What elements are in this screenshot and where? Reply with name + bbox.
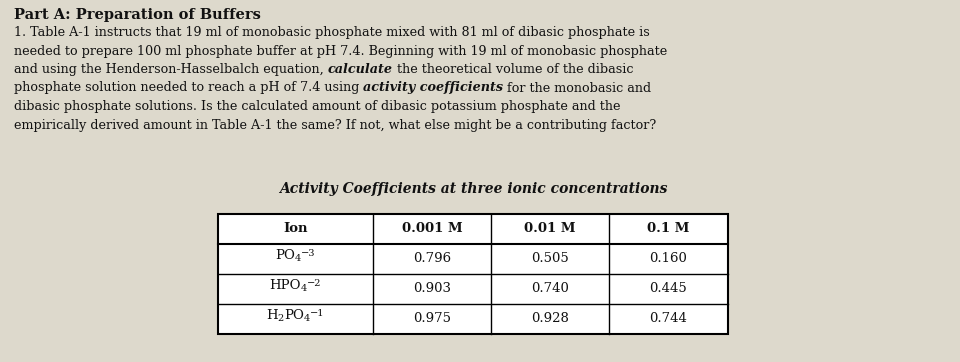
Text: Activity Coefficients at three ionic concentrations: Activity Coefficients at three ionic con… — [278, 182, 667, 196]
Text: 0.160: 0.160 — [649, 253, 687, 265]
Text: phosphate solution needed to reach a pH of 7.4 using: phosphate solution needed to reach a pH … — [14, 81, 364, 94]
Text: 0.744: 0.744 — [649, 312, 687, 325]
Text: calculate: calculate — [327, 63, 393, 76]
Text: Part A: Preparation of Buffers: Part A: Preparation of Buffers — [14, 8, 261, 22]
Text: 4: 4 — [300, 285, 307, 293]
Text: dibasic phosphate solutions. Is the calculated amount of dibasic potassium phosp: dibasic phosphate solutions. Is the calc… — [14, 100, 620, 113]
Text: 0.928: 0.928 — [531, 312, 569, 325]
Text: 2: 2 — [277, 314, 284, 323]
Text: PO: PO — [284, 309, 304, 322]
Text: 0.01 M: 0.01 M — [524, 223, 576, 236]
Text: and using the Henderson-Hasselbalch equation,: and using the Henderson-Hasselbalch equa… — [14, 63, 327, 76]
Text: 0.445: 0.445 — [649, 282, 686, 295]
Text: −2: −2 — [307, 279, 322, 288]
Text: HPO: HPO — [270, 279, 300, 292]
Text: 4: 4 — [304, 314, 310, 323]
Text: H: H — [266, 309, 277, 322]
Text: 0.796: 0.796 — [413, 253, 451, 265]
Text: PO: PO — [276, 249, 295, 262]
Text: the theoretical volume of the dibasic: the theoretical volume of the dibasic — [393, 63, 634, 76]
Text: activity coefficients: activity coefficients — [364, 81, 503, 94]
Bar — [218, 214, 728, 334]
Text: −1: −1 — [310, 309, 324, 318]
Text: 0.505: 0.505 — [531, 253, 569, 265]
Text: empirically derived amount in Table A-1 the same? If not, what else might be a c: empirically derived amount in Table A-1 … — [14, 118, 657, 131]
Text: 0.903: 0.903 — [413, 282, 451, 295]
Text: for the monobasic and: for the monobasic and — [503, 81, 652, 94]
Text: 1. Table A-1 instructs that 19 ml of monobasic phosphate mixed with 81 ml of dib: 1. Table A-1 instructs that 19 ml of mon… — [14, 26, 650, 39]
Text: 0.1 M: 0.1 M — [647, 223, 689, 236]
Text: 4: 4 — [295, 254, 301, 264]
Text: 0.001 M: 0.001 M — [401, 223, 463, 236]
Text: needed to prepare 100 ml phosphate buffer at pH 7.4. Beginning with 19 ml of mon: needed to prepare 100 ml phosphate buffe… — [14, 45, 667, 58]
Text: 0.740: 0.740 — [531, 282, 569, 295]
Text: Ion: Ion — [283, 223, 308, 236]
Text: 0.975: 0.975 — [413, 312, 451, 325]
Text: −3: −3 — [301, 249, 316, 258]
